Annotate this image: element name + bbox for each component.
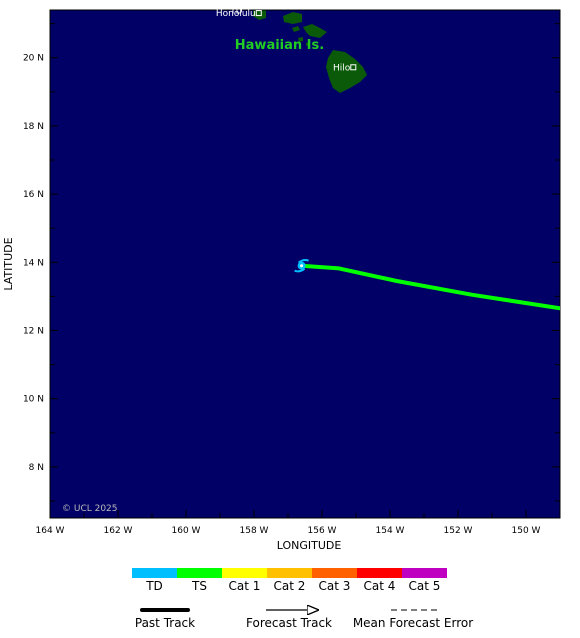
y-tick-label: 18 N: [23, 122, 44, 132]
storm-swirl-arm: [297, 259, 309, 264]
forecast-track-label: Forecast Track: [246, 616, 332, 630]
island-hawaii: [326, 50, 367, 93]
city-label: Hilo: [333, 63, 351, 73]
category-swatch: [402, 568, 447, 578]
category-label: Cat 4: [364, 579, 396, 593]
y-tick-label: 14 N: [23, 258, 44, 268]
category-label: Cat 5: [409, 579, 441, 593]
x-tick-label: 164 W: [36, 526, 65, 536]
category-swatch: [267, 568, 312, 578]
city-label: Honolulu: [216, 9, 256, 19]
category-legend: TD TS Cat 1 Cat 2 Cat 3 Cat 4 Cat 5: [132, 568, 447, 593]
hawaiian-islands-land: [253, 10, 367, 93]
x-tick-label: 152 W: [444, 526, 473, 536]
island-lanai: [298, 37, 303, 42]
island-kahoolawe: [306, 42, 310, 46]
x-tick-label: 150 W: [512, 526, 541, 536]
island-maui: [303, 24, 327, 38]
city-marker-icon: [255, 10, 262, 17]
island-oahu: [283, 12, 302, 24]
city-marker-icon: [350, 64, 357, 71]
track-type-legend: Past Track Forecast Track Mean Forecast …: [135, 610, 473, 630]
plot-frame: [49, 9, 561, 519]
storm-swirl-arm: [294, 267, 306, 273]
x-tick-label: 158 W: [240, 526, 269, 536]
category-swatch: [312, 568, 357, 578]
x-tick-label: 162 W: [104, 526, 133, 536]
y-axis: 8 N 10 N 12 N 14 N 16 N 18 N 20 N: [23, 23, 560, 502]
x-tick-label: 156 W: [308, 526, 337, 536]
x-axis: 164 W 162 W 160 W 158 W 156 W 154 W 152 W 150 W: [36, 510, 561, 536]
y-tick-label: 20 N: [23, 54, 44, 64]
category-swatch: [132, 568, 177, 578]
category-label: Cat 1: [229, 579, 261, 593]
category-label: Cat 2: [274, 579, 306, 593]
y-tick-label: 12 N: [23, 326, 44, 336]
x-tick-label: 154 W: [376, 526, 405, 536]
category-label: Cat 3: [319, 579, 351, 593]
storm-position-icon: [294, 259, 309, 273]
forecast-error-label: Mean Forecast Error: [353, 616, 473, 630]
partial-storm-label: TD: [229, 7, 242, 17]
storm-track: [294, 259, 560, 311]
category-swatch: [222, 568, 267, 578]
category-swatch: [177, 568, 222, 578]
y-tick-label: 10 N: [23, 395, 44, 405]
past-track-label: Past Track: [135, 616, 195, 630]
x-tick-label: 160 W: [172, 526, 201, 536]
y-axis-title: LATITUDE: [2, 237, 15, 290]
past-track-line: [299, 263, 560, 311]
city-markers: Honolulu Hilo: [216, 9, 357, 73]
copyright-notice: © UCL 2025: [62, 504, 118, 514]
island-molokai: [292, 26, 300, 32]
category-swatch: [357, 568, 402, 578]
x-axis-title: LONGITUDE: [277, 539, 342, 552]
category-label: TD: [145, 579, 163, 593]
storm-eye: [300, 264, 304, 268]
y-tick-label: 16 N: [23, 190, 44, 200]
category-label: TS: [191, 579, 207, 593]
region-label: Hawaiian Is.: [235, 38, 324, 53]
y-tick-label: 8 N: [29, 463, 44, 473]
